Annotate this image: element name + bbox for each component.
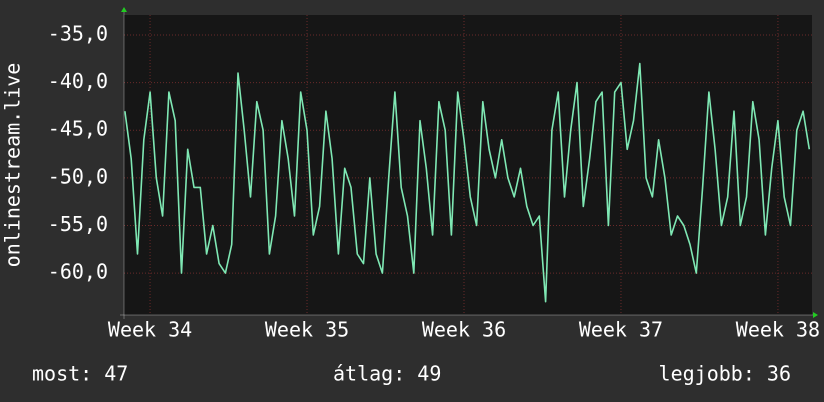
y-tick-label: -60,0 [48, 260, 108, 284]
series-line [124, 62, 811, 303]
x-tick-label: Week 35 [265, 318, 349, 342]
x-tick-label: Week 37 [579, 318, 663, 342]
y-tick-label: -55,0 [48, 212, 108, 236]
footer-stat: legjobb: 36 [659, 362, 791, 386]
plot-area [124, 15, 812, 315]
axis-arrow [813, 312, 818, 318]
x-tick-label: Week 38 [736, 318, 820, 342]
footer-stat: átlag: 49 [333, 362, 441, 386]
y-tick-label: -40,0 [48, 69, 108, 93]
footer-stat: most: 47 [32, 362, 128, 386]
x-tick-label: Week 34 [108, 318, 192, 342]
y-tick-label: -45,0 [48, 117, 108, 141]
y-tick-label: -50,0 [48, 164, 108, 188]
y-axis-label: onlinestream.live [1, 63, 25, 268]
x-tick-label: Week 36 [422, 318, 506, 342]
axis-arrow [121, 7, 127, 12]
y-tick-label: -35,0 [48, 22, 108, 46]
